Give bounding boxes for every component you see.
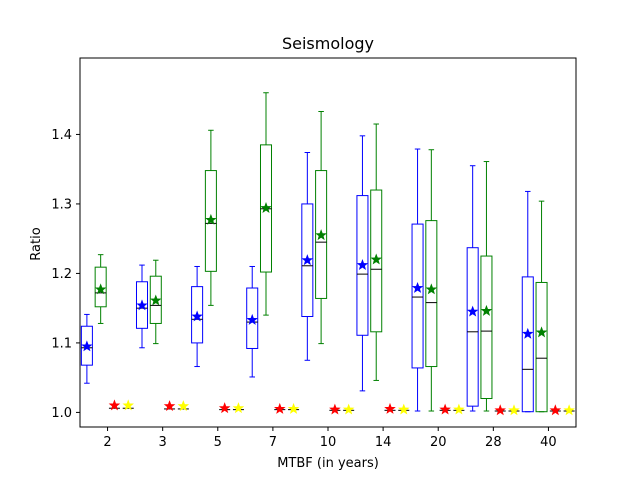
mean-marker [191, 310, 203, 322]
plot-marks: 2 3 5 7 10 14 20 28 40 1.0 1.1 1.2 1.3 1.4 [51, 92, 575, 450]
box [521, 276, 534, 413]
mean-marker [329, 403, 341, 415]
plot-frame [79, 57, 577, 428]
mean-marker [342, 403, 355, 415]
mean-marker [122, 399, 134, 411]
mean-marker [398, 403, 410, 415]
mean-marker [150, 294, 162, 306]
mean-marker [136, 299, 148, 311]
box [425, 220, 438, 368]
mean-marker [260, 202, 272, 214]
x-tick-label: 20 [430, 435, 447, 450]
box [315, 170, 328, 299]
mean-marker [108, 399, 121, 411]
mean-marker [411, 281, 424, 293]
mean-marker [356, 259, 369, 270]
mean-marker [508, 404, 520, 416]
y-tick-label: 1.4 [51, 128, 72, 143]
mean-marker [246, 313, 258, 325]
y-tick-label: 1.1 [51, 336, 72, 351]
mean-marker [370, 253, 382, 265]
mean-marker [301, 254, 314, 266]
mean-marker [522, 327, 534, 339]
y-tick-label: 1.0 [51, 406, 72, 421]
box [301, 203, 314, 318]
mean-marker [81, 340, 93, 352]
mean-marker [535, 326, 548, 338]
box [149, 275, 162, 324]
box [94, 266, 107, 308]
mean-marker [287, 402, 300, 414]
mean-marker [563, 404, 575, 416]
box [535, 281, 548, 413]
box [80, 325, 93, 366]
box [466, 247, 479, 407]
box [204, 170, 217, 272]
mean-marker [177, 400, 190, 412]
mean-marker [466, 305, 479, 317]
mean-marker [205, 213, 217, 225]
x-tick-label: 10 [320, 435, 337, 450]
y-tick-label: 1.3 [51, 197, 72, 212]
chart-title: Seismology [282, 34, 374, 53]
x-tick-label: 5 [214, 435, 222, 450]
x-tick-label: 40 [540, 435, 557, 450]
mean-marker [549, 404, 562, 416]
mean-marker [439, 403, 451, 415]
box [356, 195, 369, 336]
mean-marker [384, 402, 396, 414]
mean-marker [453, 403, 465, 415]
y-axis-label: Ratio [29, 227, 44, 260]
mean-marker [315, 229, 327, 241]
mean-marker [218, 402, 231, 414]
mean-marker [94, 283, 107, 295]
x-tick-label: 28 [485, 435, 502, 450]
x-tick-label: 3 [159, 435, 167, 450]
y-tick-label: 1.2 [51, 267, 72, 282]
x-tick-label: 14 [375, 435, 392, 450]
mean-marker [232, 402, 245, 414]
mean-marker [274, 402, 286, 414]
box [370, 189, 383, 333]
mean-marker [425, 283, 438, 295]
x-tick-label: 7 [269, 435, 277, 450]
box [480, 255, 493, 400]
box [411, 223, 424, 369]
x-tick-label: 2 [103, 435, 111, 450]
x-axis-label: MTBF (in years) [277, 456, 379, 471]
mean-marker [163, 400, 176, 412]
mean-marker [494, 404, 506, 416]
mean-marker [480, 304, 493, 316]
box [135, 281, 149, 329]
